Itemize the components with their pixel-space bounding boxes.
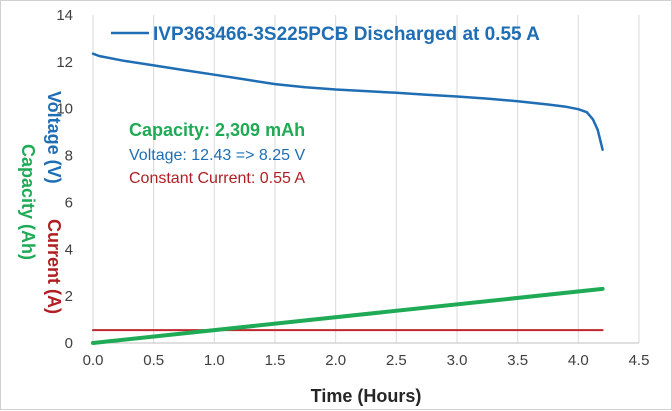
legend-label-voltage: IVP363466-3S225PCB Discharged at 0.55 A (153, 24, 540, 45)
x-tick-label: 4.0 (568, 352, 589, 369)
x-tick-label: 2.5 (386, 352, 407, 369)
y-axis-title-current: Current (A) (44, 219, 64, 314)
grid-lines (92, 15, 640, 343)
x-tick-label: 3.5 (507, 352, 528, 369)
y-tick-label: 6 (65, 194, 73, 211)
x-axis-title: Time (Hours) (311, 386, 422, 406)
x-tick-label: 1.5 (265, 352, 286, 369)
x-tick-labels: 0.0 0.5 1.0 1.5 2.0 2.5 3.0 3.5 4.0 4.5 (83, 352, 650, 369)
x-tick-label: 1.0 (204, 352, 225, 369)
y-tick-label: 8 (65, 148, 73, 165)
y-axis-title-capacity: Capacity (Ah) (18, 144, 38, 260)
series-line-capacity (91, 286, 605, 345)
y-tick-label: 2 (65, 288, 73, 305)
x-tick-label: 2.0 (325, 352, 346, 369)
series-line-voltage (91, 52, 604, 151)
y-axis-titles: Voltage (V) Current (A) Capacity (Ah) (18, 91, 64, 314)
annotation-text: Capacity: 2,309 mAh (129, 120, 305, 140)
legend: IVP363466-3S225PCB Discharged at 0.55 A (111, 24, 540, 45)
x-tick-label: 0.0 (83, 352, 104, 369)
y-tick-label: 0 (65, 335, 73, 352)
annotation-text: Constant Current: 0.55 A (129, 170, 305, 187)
x-tick-label: 4.5 (629, 352, 650, 369)
x-tick-label: 3.0 (447, 352, 468, 369)
annotations: Capacity: 2,309 mAh Voltage: 12.43 => 8.2… (129, 120, 305, 187)
y-tick-labels: 0 2 4 6 8 10 12 14 (56, 7, 73, 352)
y-tick-label: 4 (65, 241, 73, 258)
y-tick-label: 12 (56, 54, 73, 71)
y-axis-title-voltage: Voltage (V) (44, 91, 64, 184)
y-tick-label: 14 (56, 7, 73, 24)
series-group (91, 52, 605, 345)
annotation-text: Voltage: 12.43 => 8.25 V (129, 147, 305, 164)
x-tick-label: 0.5 (143, 352, 164, 369)
y-tick-label: 10 (56, 101, 73, 118)
